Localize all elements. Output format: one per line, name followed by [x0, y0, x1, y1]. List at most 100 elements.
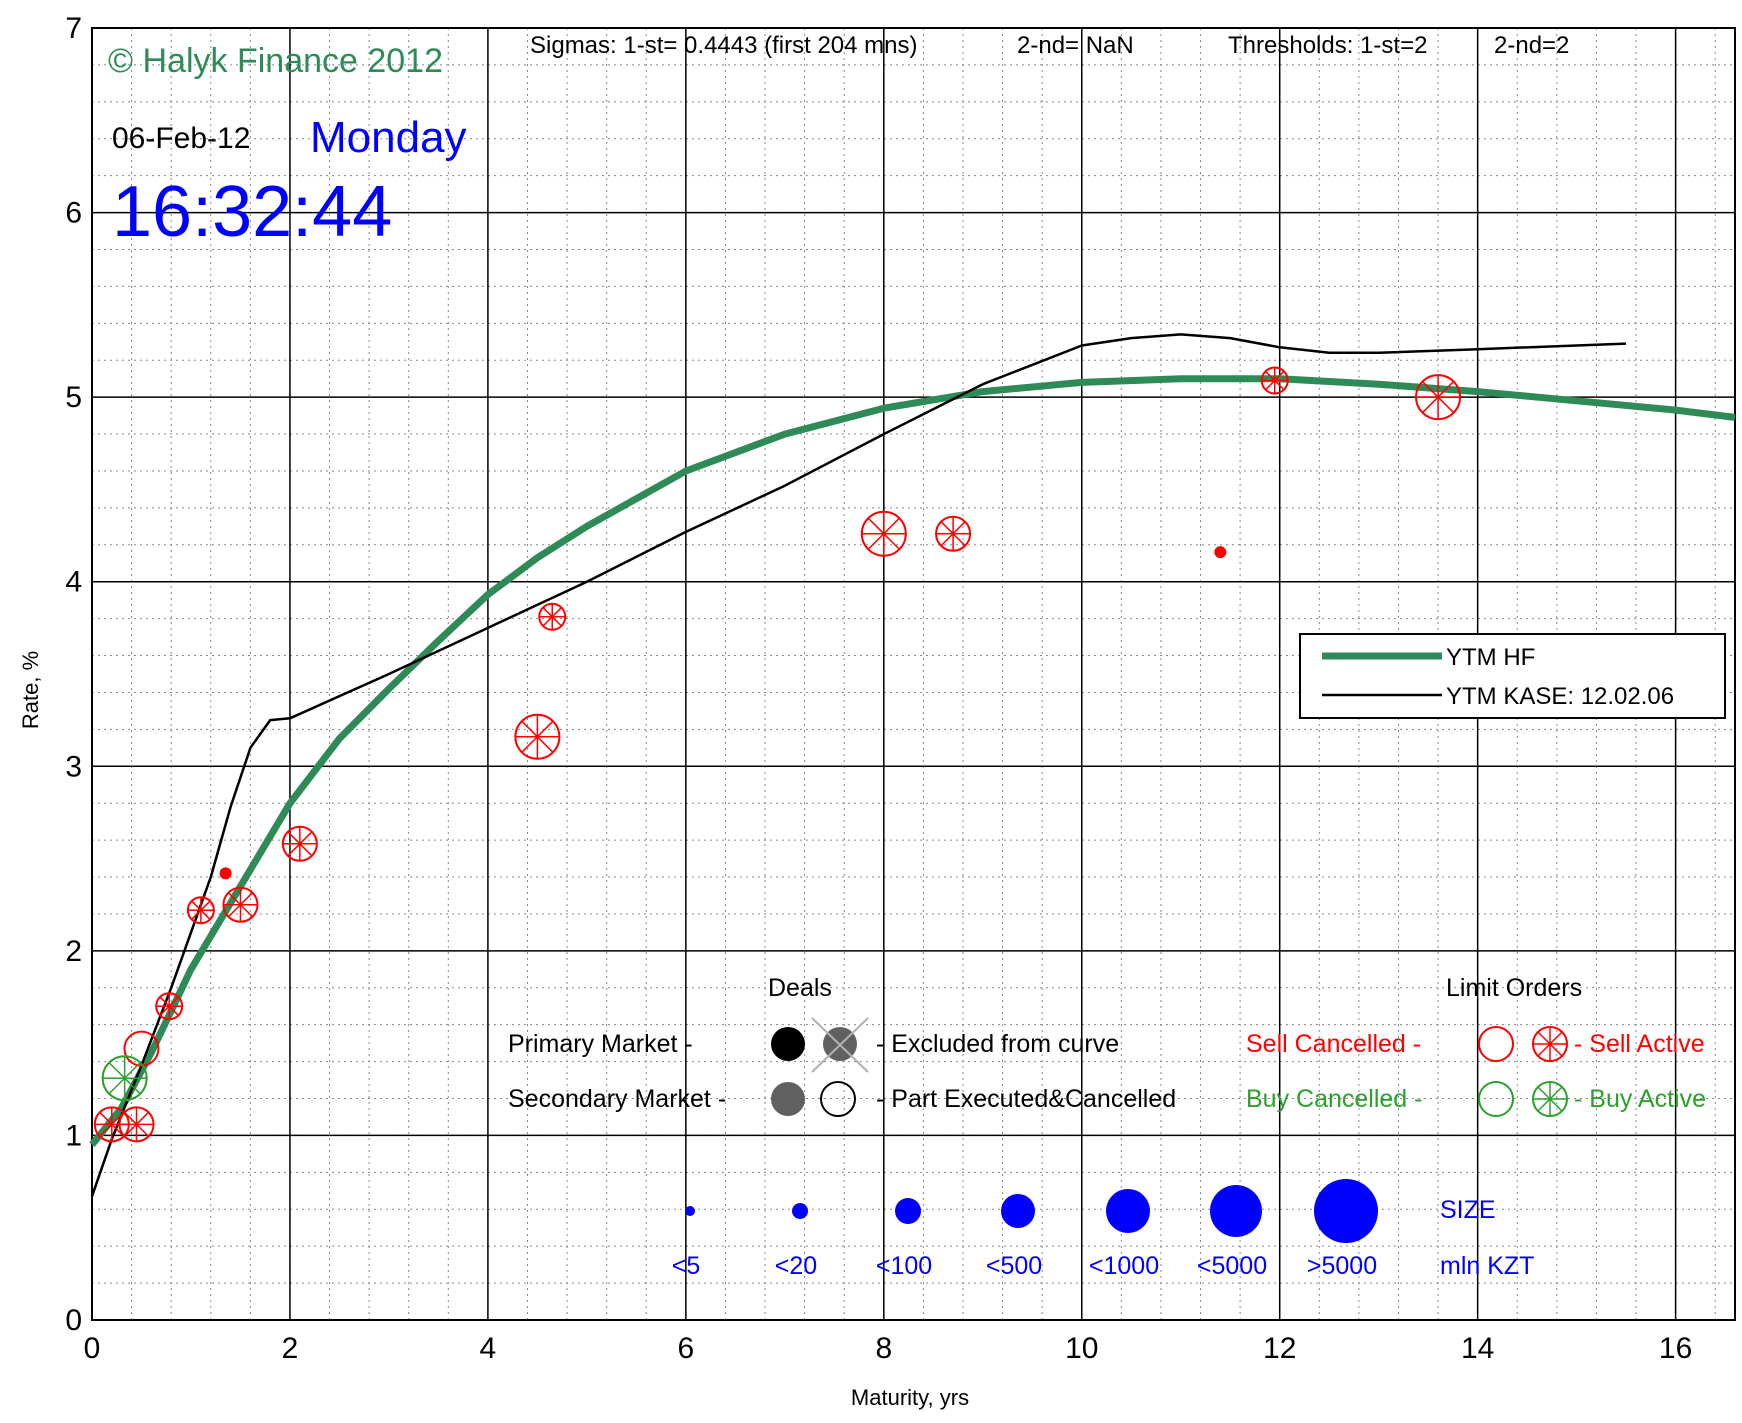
sell-active-order-spoke — [1421, 381, 1455, 414]
buy-active-key-symbol-spoke — [1537, 1086, 1563, 1112]
limit-orders-title: Limit Orders — [1446, 974, 1582, 1002]
legend-kase-label: YTM KASE: 12.02.06 — [1446, 683, 1674, 710]
part-executed-icon — [820, 1081, 856, 1117]
x-tick-label: 0 — [84, 1332, 101, 1365]
sell-active-order-dot — [1215, 547, 1226, 558]
minor-gridlines — [91, 27, 1735, 1321]
size-key-label: <5 — [672, 1252, 701, 1280]
ytm-hf-curve — [89, 375, 1736, 1147]
sell-active-order — [1415, 374, 1462, 421]
x-tick-label: 12 — [1263, 1332, 1296, 1365]
sell-active-order — [186, 896, 215, 925]
legend-box — [1299, 633, 1726, 719]
sell-cancelled-icon — [1478, 1026, 1514, 1062]
size-key-label: <5000 — [1197, 1252, 1267, 1280]
sell-active-order-spoke — [287, 831, 313, 857]
sell-active-order — [514, 713, 561, 760]
sell-active-order-spoke — [191, 900, 211, 920]
sell-active-key-symbol-spoke — [1537, 1031, 1563, 1057]
sell-active-order — [1260, 366, 1289, 395]
sell-active-order-spoke — [227, 892, 254, 918]
buy-cancelled-label: Buy Cancelled - — [1246, 1085, 1422, 1113]
sell-active-order — [1214, 546, 1227, 559]
sell-active-order — [219, 867, 232, 880]
legend-hf-label: YTM HF — [1446, 644, 1535, 671]
size-unit: mln KZT — [1440, 1252, 1534, 1280]
sell-cancelled-label: Sell Cancelled - — [1246, 1030, 1421, 1058]
sell-active-order — [155, 992, 184, 1021]
legend: YTM HF YTM KASE: 12.02.06 — [1299, 633, 1726, 719]
y-tick-label: 3 — [65, 750, 82, 783]
sell-active-key-symbol — [1532, 1026, 1568, 1062]
buy-active-icon — [1532, 1081, 1568, 1117]
y-tick-label: 6 — [65, 197, 82, 230]
size-key-label: <100 — [876, 1252, 932, 1280]
order-markers — [93, 366, 1462, 1143]
deals-title: Deals — [768, 974, 832, 1002]
size-key-dot — [1314, 1179, 1378, 1243]
y-tick-label: 1 — [65, 1119, 82, 1152]
buy-active-label: - Buy Active — [1574, 1085, 1706, 1113]
plot-frame — [91, 27, 1736, 1321]
sell-active-order — [222, 886, 259, 923]
sell-active-icon — [1532, 1026, 1568, 1062]
y-tick-label: 5 — [65, 381, 82, 414]
size-key-label: <1000 — [1089, 1252, 1159, 1280]
sell-active-order — [118, 1106, 155, 1143]
size-key: <5 <20 <100 <500 <1000 <5000 >5000 — [672, 1179, 1378, 1280]
x-tick-label: 16 — [1659, 1332, 1692, 1365]
sell-active-order-spoke — [99, 1111, 125, 1137]
y-tick-label: 4 — [65, 566, 82, 599]
size-key-dot — [1106, 1189, 1150, 1233]
sell-active-order-dot — [220, 868, 231, 879]
excluded-label: - Excluded from curve — [876, 1030, 1119, 1058]
excluded-cross-icon-2 — [811, 1017, 869, 1073]
sell-active-order-spoke — [940, 521, 966, 547]
sigmas-label: Sigmas: 1-st= 0.4443 (first 204 mns) — [530, 32, 918, 59]
marker-key: Deals Limit Orders Primary Market - - Ex… — [508, 974, 1706, 1280]
x-tick-label: 8 — [875, 1332, 892, 1365]
sell-active-order — [281, 825, 318, 862]
sell-active-order — [860, 510, 907, 557]
secondary-market-label: Secondary Market - — [508, 1085, 726, 1113]
copyright-label: © Halyk Finance 2012 — [108, 42, 443, 80]
sell-active-order — [935, 515, 972, 552]
y-axis-title: Rate, % — [18, 651, 43, 729]
size-key-label: >5000 — [1307, 1252, 1377, 1280]
size-key-dot — [685, 1206, 695, 1216]
date-label: 06-Feb-12 — [112, 122, 250, 155]
size-key-dot — [895, 1198, 921, 1224]
sell-active-order-spoke — [867, 517, 900, 550]
sell-active-order-spoke — [521, 720, 554, 753]
buy-active-order — [101, 1055, 148, 1102]
buy-active-order-spoke — [108, 1062, 141, 1095]
y-tick-label: 0 — [65, 1304, 82, 1337]
x-tick-label: 2 — [282, 1332, 299, 1365]
size-key-dot — [1210, 1185, 1262, 1237]
primary-market-label: Primary Market - — [508, 1030, 693, 1058]
size-key-label: <20 — [775, 1252, 817, 1280]
secondary-deal-icon — [771, 1082, 805, 1116]
threshold2-label: 2-nd=2 — [1494, 32, 1569, 59]
x-tick-label: 4 — [480, 1332, 497, 1365]
sell-active-label: - Sell Active — [1574, 1030, 1705, 1058]
size-key-dot — [792, 1203, 808, 1219]
weekday-label: Monday — [310, 113, 467, 162]
sell-cancelled-order — [123, 1030, 160, 1067]
size-key-label: <500 — [986, 1252, 1042, 1280]
x-axis-ticks: 0 2 4 6 8 10 12 14 16 — [84, 1332, 1693, 1365]
time-label: 16:32:44 — [112, 172, 392, 252]
thresholds-label: Thresholds: 1-st=2 — [1228, 32, 1427, 59]
sell-active-order-spoke — [1265, 370, 1285, 391]
y-axis-ticks: 0 1 2 3 4 5 6 7 — [65, 12, 82, 1337]
y-tick-label: 7 — [65, 12, 82, 45]
x-axis-title: Maturity, yrs — [851, 1385, 969, 1410]
x-tick-label: 14 — [1461, 1332, 1494, 1365]
buy-active-key-symbol — [1532, 1081, 1568, 1117]
y-tick-label: 2 — [65, 935, 82, 968]
sell-active-order-spoke — [123, 1111, 150, 1137]
x-tick-label: 6 — [678, 1332, 695, 1365]
sell-active-order-spoke — [159, 996, 179, 1016]
sigma2-label: 2-nd= NaN — [1017, 32, 1134, 59]
buy-cancelled-icon — [1478, 1081, 1514, 1117]
